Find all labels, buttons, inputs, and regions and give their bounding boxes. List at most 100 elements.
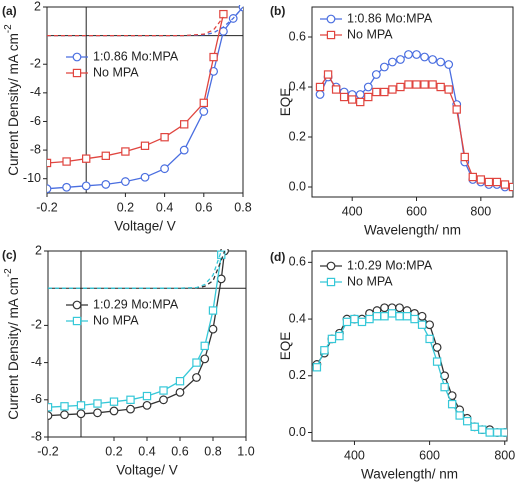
legend-label: No MPA — [347, 274, 393, 288]
x-tick-label: 800 — [470, 204, 491, 218]
marker — [200, 354, 210, 364]
marker — [417, 311, 427, 321]
marker — [357, 317, 367, 327]
marker — [396, 55, 405, 64]
marker — [444, 60, 454, 69]
marker — [428, 80, 437, 89]
series-line — [48, 250, 226, 417]
marker — [200, 341, 209, 351]
marker — [460, 152, 469, 162]
legend-marker — [326, 14, 336, 24]
marker — [93, 399, 102, 408]
x-tick-label: 800 — [494, 448, 515, 462]
panel-label: (d) — [270, 250, 285, 264]
panel-label: (b) — [270, 4, 285, 18]
marker — [81, 154, 91, 163]
y-tick-label: -8 — [31, 429, 42, 443]
y-tick-label: 0.6 — [289, 29, 306, 43]
marker — [175, 387, 185, 397]
marker — [331, 85, 341, 94]
dark-curve — [47, 6, 243, 37]
marker — [160, 133, 169, 142]
legend-label: 1:0.86 Mo:MPA — [93, 49, 179, 63]
marker — [180, 120, 189, 129]
marker — [179, 145, 189, 155]
marker — [142, 400, 152, 410]
x-tick-label: 0.4 — [138, 444, 155, 458]
marker — [476, 175, 486, 184]
marker — [420, 52, 429, 62]
marker — [93, 408, 102, 418]
y-axis-title: EQE — [278, 332, 293, 361]
marker — [462, 416, 472, 426]
legend-label: 1:0.86 Mo:MPA — [347, 11, 433, 25]
marker — [76, 401, 86, 410]
y-tick-label: 0.4 — [289, 311, 306, 325]
marker — [315, 90, 325, 99]
series-line — [47, 14, 225, 164]
marker — [432, 343, 442, 352]
x-tick-label: 600 — [406, 204, 427, 218]
y-tick-label: 0.0 — [289, 425, 306, 439]
y-axis-title-text: Current Density/ mA cm — [6, 33, 21, 176]
y-tick-label: 0.2 — [289, 368, 306, 382]
marker — [365, 314, 374, 324]
x-tick-label: 0.2 — [105, 444, 122, 458]
marker — [388, 57, 397, 67]
marker — [364, 92, 373, 102]
marker — [238, 5, 243, 12]
marker — [420, 80, 429, 89]
marker — [140, 172, 150, 182]
legend-marker — [72, 52, 82, 62]
series-line — [47, 6, 243, 190]
x-tick-label: 0.4 — [156, 200, 173, 214]
marker — [379, 62, 389, 72]
marker — [355, 90, 365, 99]
marker — [468, 172, 478, 182]
marker — [500, 428, 507, 437]
series-line — [319, 53, 513, 188]
y-axis-title: Current Density/ mA cm-2 — [3, 268, 21, 420]
marker — [208, 324, 218, 334]
marker — [484, 177, 494, 187]
marker — [350, 314, 359, 324]
marker — [208, 306, 218, 315]
marker — [492, 177, 502, 187]
marker — [500, 180, 510, 189]
y-axis-title-sup: -2 — [3, 24, 14, 33]
marker — [425, 334, 434, 344]
marker — [76, 409, 86, 419]
marker — [159, 395, 168, 405]
marker — [101, 151, 110, 160]
legend-marker — [72, 316, 82, 326]
legend-label: No MPA — [93, 65, 139, 79]
marker — [48, 411, 53, 421]
plot-frame — [311, 250, 508, 442]
marker — [342, 317, 352, 327]
x-tick-label: 0.8 — [234, 200, 251, 214]
marker — [160, 164, 170, 174]
marker — [192, 373, 201, 382]
y-axis-title: EQE — [278, 88, 293, 117]
marker — [175, 377, 185, 386]
x-tick-label: -0.2 — [36, 200, 58, 214]
marker — [417, 320, 427, 329]
marker — [455, 411, 464, 420]
marker — [315, 82, 325, 92]
marker — [60, 402, 69, 411]
panel: -0.2 0.2 0.4 0.6 0.8 2 -2 -4 -6 -8 -10 1:0.86 Mo:MP… — [2, 0, 252, 234]
marker — [493, 428, 502, 437]
y-tick-label: -6 — [30, 114, 41, 128]
x-tick-label: 0.2 — [117, 200, 134, 214]
marker — [485, 428, 494, 437]
marker — [410, 314, 419, 324]
marker — [209, 66, 219, 76]
x-tick-label: 1.0 — [237, 444, 254, 458]
plot-area — [312, 303, 507, 437]
marker — [62, 157, 71, 166]
marker — [372, 312, 382, 321]
legend-label: 1:0.29 Mo:MPA — [347, 258, 433, 272]
marker — [380, 312, 389, 321]
marker — [470, 422, 479, 432]
